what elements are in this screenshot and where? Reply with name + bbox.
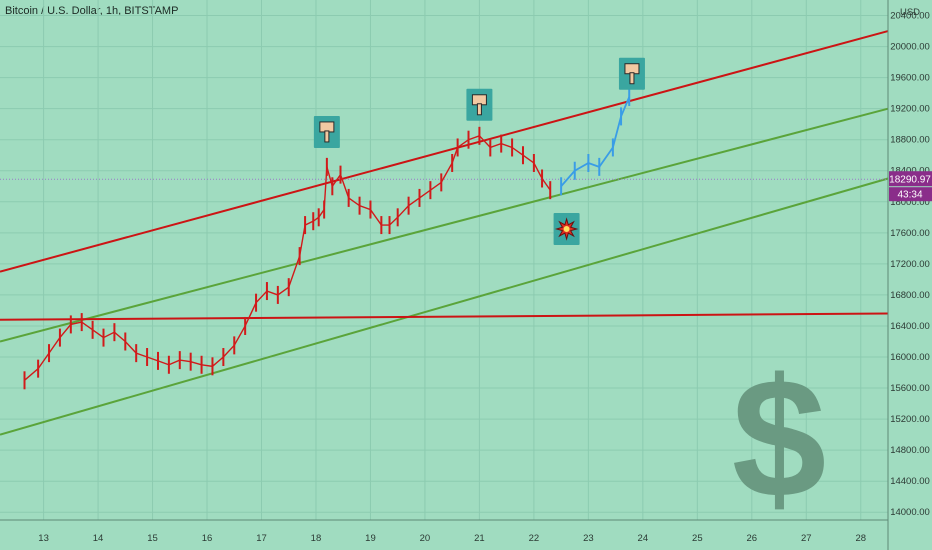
x-tick-label: 19	[365, 533, 376, 544]
x-tick-label: 16	[202, 533, 213, 544]
x-tick-label: 13	[38, 533, 49, 544]
y-tick-label: 19200.00	[890, 104, 930, 115]
dollar-watermark: $	[732, 344, 827, 534]
y-tick-label: 14000.00	[890, 507, 930, 518]
x-tick-label: 20	[420, 533, 431, 544]
trendline	[0, 177, 889, 436]
y-tick-label: 14800.00	[890, 445, 930, 456]
x-tick-label: 24	[638, 533, 649, 544]
x-tick-label: 21	[474, 533, 485, 544]
currency-label: USD	[900, 7, 920, 18]
x-tick-label: 25	[692, 533, 703, 544]
y-tick-label: 20000.00	[890, 42, 930, 53]
current-price-tag	[889, 171, 932, 187]
x-tick-label: 23	[583, 533, 594, 544]
x-tick-label: 27	[801, 533, 812, 544]
x-tick-label: 15	[147, 533, 158, 544]
y-tick-label: 18800.00	[890, 135, 930, 146]
y-tick-label: 20400.00	[890, 11, 930, 22]
y-tick-label: 16400.00	[890, 321, 930, 332]
y-tick-label: 17200.00	[890, 259, 930, 270]
y-tick-label: 16800.00	[890, 290, 930, 301]
price-axis-panel	[888, 0, 932, 550]
y-tick-label: 19600.00	[890, 73, 930, 84]
y-tick-label: 15600.00	[890, 383, 930, 394]
trendline	[0, 107, 889, 343]
countdown-tag	[889, 187, 932, 202]
price-series	[24, 135, 551, 381]
y-tick-label: 15200.00	[890, 414, 930, 425]
x-tick-label: 26	[747, 533, 758, 544]
x-tick-label: 17	[256, 533, 267, 544]
y-tick-label: 16000.00	[890, 352, 930, 363]
y-tick-label: 18000.00	[890, 197, 930, 208]
y-tick-label: 17600.00	[890, 228, 930, 239]
current-price-text: 18290.97	[889, 175, 931, 186]
x-tick-label: 28	[855, 533, 866, 544]
chart-title: Bitcoin / U.S. Dollar, 1h, BITSTAMP	[5, 5, 179, 17]
pointing-finger	[629, 72, 635, 85]
y-tick-label: 14400.00	[890, 476, 930, 487]
trendline	[0, 30, 889, 273]
trendline	[0, 312, 889, 321]
explosion-core	[563, 225, 570, 232]
countdown-text: 43:34	[897, 190, 922, 201]
pointing-finger	[476, 103, 482, 116]
x-tick-label: 22	[529, 533, 540, 544]
x-tick-label: 18	[311, 533, 322, 544]
pointing-down-icon	[624, 63, 640, 75]
x-tick-label: 14	[93, 533, 104, 544]
pointing-finger	[324, 130, 330, 143]
